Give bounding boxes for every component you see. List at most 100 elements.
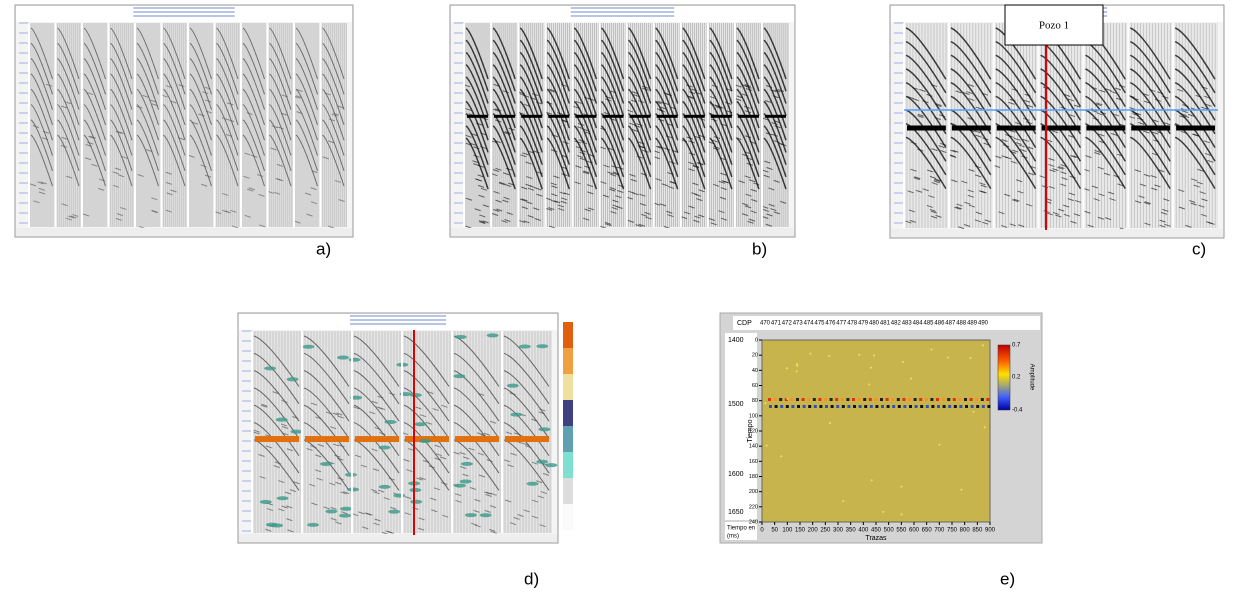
reflector-sample bbox=[846, 398, 849, 401]
scatter-sample bbox=[930, 349, 932, 351]
scatter-sample bbox=[871, 479, 873, 481]
reflector-sample bbox=[824, 398, 827, 401]
cdp-number: 486 bbox=[934, 321, 945, 327]
reflector-sample bbox=[948, 405, 951, 408]
reflector-sample bbox=[779, 398, 782, 401]
reflector bbox=[548, 115, 569, 118]
reflector bbox=[907, 126, 946, 131]
reflector-sample bbox=[852, 398, 855, 401]
reflector-sample bbox=[863, 398, 866, 401]
x-tick-label: 900 bbox=[985, 528, 996, 534]
scatter-sample bbox=[766, 445, 768, 447]
reflector-sample bbox=[914, 398, 917, 401]
scatter-sample bbox=[796, 365, 798, 367]
reflector-sample bbox=[841, 398, 844, 401]
reflector-sample bbox=[836, 405, 839, 408]
anomaly bbox=[340, 507, 352, 511]
anomaly bbox=[287, 377, 299, 381]
reflector-sample bbox=[858, 398, 861, 401]
reflector-sample bbox=[954, 405, 957, 408]
reflector bbox=[602, 115, 623, 118]
y-tick-label: 220 bbox=[749, 504, 758, 510]
reflector-sample bbox=[842, 405, 845, 408]
panel-footer bbox=[239, 534, 557, 542]
plot-area bbox=[762, 340, 990, 522]
color-scale bbox=[563, 400, 573, 426]
reflector-sample bbox=[859, 405, 862, 408]
scatter-sample bbox=[858, 354, 860, 356]
x-tick-label: 300 bbox=[833, 528, 844, 534]
cdp-number: 475 bbox=[814, 321, 825, 327]
color-scale bbox=[563, 374, 573, 400]
reflector bbox=[494, 115, 515, 118]
reflector bbox=[1176, 126, 1215, 131]
reflector bbox=[505, 436, 549, 442]
scatter-sample bbox=[947, 357, 949, 359]
reflector-sample bbox=[953, 398, 956, 401]
x-tick-label: 400 bbox=[858, 528, 869, 534]
scatter-sample bbox=[786, 367, 788, 369]
cdp-number: 479 bbox=[858, 321, 869, 327]
figure: a) b) c) d) e) Pozo 1CDP4704714724734744… bbox=[0, 0, 1241, 592]
cdp-number: 487 bbox=[945, 321, 956, 327]
anomaly bbox=[414, 422, 426, 426]
anomaly bbox=[453, 374, 465, 378]
reflector bbox=[657, 115, 678, 118]
anomaly bbox=[271, 523, 283, 527]
scatter-sample bbox=[901, 486, 903, 488]
x-tick-label: 150 bbox=[795, 528, 806, 534]
reflector-sample bbox=[987, 405, 990, 408]
cdp-number: 480 bbox=[869, 321, 880, 327]
anomaly bbox=[519, 345, 531, 349]
reflector-sample bbox=[881, 405, 884, 408]
reflector-sample bbox=[937, 405, 940, 408]
reflector-sample bbox=[780, 405, 783, 408]
reflector-sample bbox=[825, 405, 828, 408]
reflector bbox=[1086, 126, 1125, 131]
scatter-sample bbox=[780, 455, 782, 457]
cdp-number: 482 bbox=[891, 321, 902, 327]
reflector-sample bbox=[897, 398, 900, 401]
reflector-sample bbox=[875, 405, 878, 408]
cdp-number: 478 bbox=[847, 321, 858, 327]
anomaly bbox=[465, 513, 477, 517]
reflector-sample bbox=[936, 398, 939, 401]
color-scale bbox=[563, 348, 573, 374]
y-tick-label: 40 bbox=[752, 368, 758, 374]
colorbar bbox=[998, 345, 1010, 410]
colorbar-tick: -0.4 bbox=[1012, 408, 1023, 414]
reflector-sample bbox=[959, 405, 962, 408]
y-tick-label: 140 bbox=[749, 444, 758, 450]
reflector-sample bbox=[886, 398, 889, 401]
anomaly bbox=[455, 335, 467, 339]
reflector bbox=[765, 115, 786, 118]
reflector-sample bbox=[786, 405, 789, 408]
reflector bbox=[630, 115, 651, 118]
x-tick-label: 450 bbox=[871, 528, 882, 534]
time-label: 1600 bbox=[728, 471, 744, 478]
anomaly bbox=[276, 418, 288, 422]
x-tick-label: 800 bbox=[960, 528, 971, 534]
reflector bbox=[997, 126, 1036, 131]
scatter-sample bbox=[809, 353, 811, 355]
anomaly bbox=[527, 482, 539, 486]
x-tick-label: 650 bbox=[922, 528, 933, 534]
reflector-sample bbox=[808, 405, 811, 408]
reflector bbox=[711, 115, 732, 118]
scatter-sample bbox=[829, 422, 831, 424]
reflector-sample bbox=[830, 398, 833, 401]
anomaly bbox=[302, 345, 314, 349]
reflector-sample bbox=[874, 398, 877, 401]
anomaly bbox=[545, 463, 557, 467]
well-label: Pozo 1 bbox=[1039, 20, 1069, 32]
reflector-sample bbox=[892, 405, 895, 408]
x-tick-label: 850 bbox=[972, 528, 983, 534]
reflector-sample bbox=[813, 398, 816, 401]
cdp-number: 488 bbox=[956, 321, 967, 327]
reflector-sample bbox=[870, 405, 873, 408]
reflector bbox=[684, 115, 705, 118]
reflector bbox=[305, 436, 349, 442]
scatter-sample bbox=[901, 513, 903, 515]
reflector bbox=[455, 436, 499, 442]
reflector-sample bbox=[919, 398, 922, 401]
